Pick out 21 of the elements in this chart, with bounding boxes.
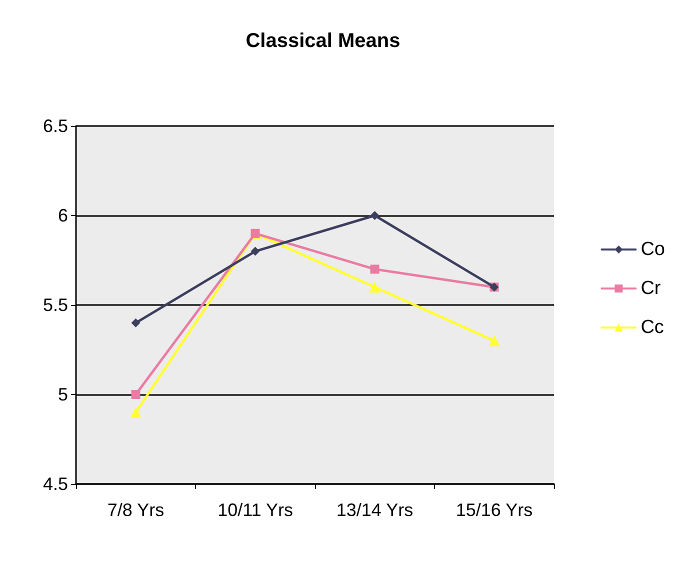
legend-label: Co [640,239,666,260]
y-tick-label: 5 [58,384,68,404]
legend-label: Cc [640,317,664,338]
x-tick-label: 15/16 Yrs [456,500,533,520]
chart-title: Classical Means [246,30,400,52]
point [250,246,260,256]
legend-label: Cr [640,278,662,299]
y-tick-label: 5.5 [42,295,68,315]
y-tick-label: 6.5 [42,116,68,136]
point [130,406,142,418]
y-tick-label: 4.5 [42,474,68,494]
x-tick-label: 13/14 Yrs [336,500,414,520]
y-tick-label: 6 [58,206,68,226]
point [131,390,140,399]
point [370,264,380,274]
point [488,335,500,346]
point [131,318,140,328]
x-tick-label: 10/11 Yrs [218,500,293,520]
x-tick-label: 7/8 Yrs [107,500,164,520]
point [370,211,380,220]
point [369,282,380,293]
